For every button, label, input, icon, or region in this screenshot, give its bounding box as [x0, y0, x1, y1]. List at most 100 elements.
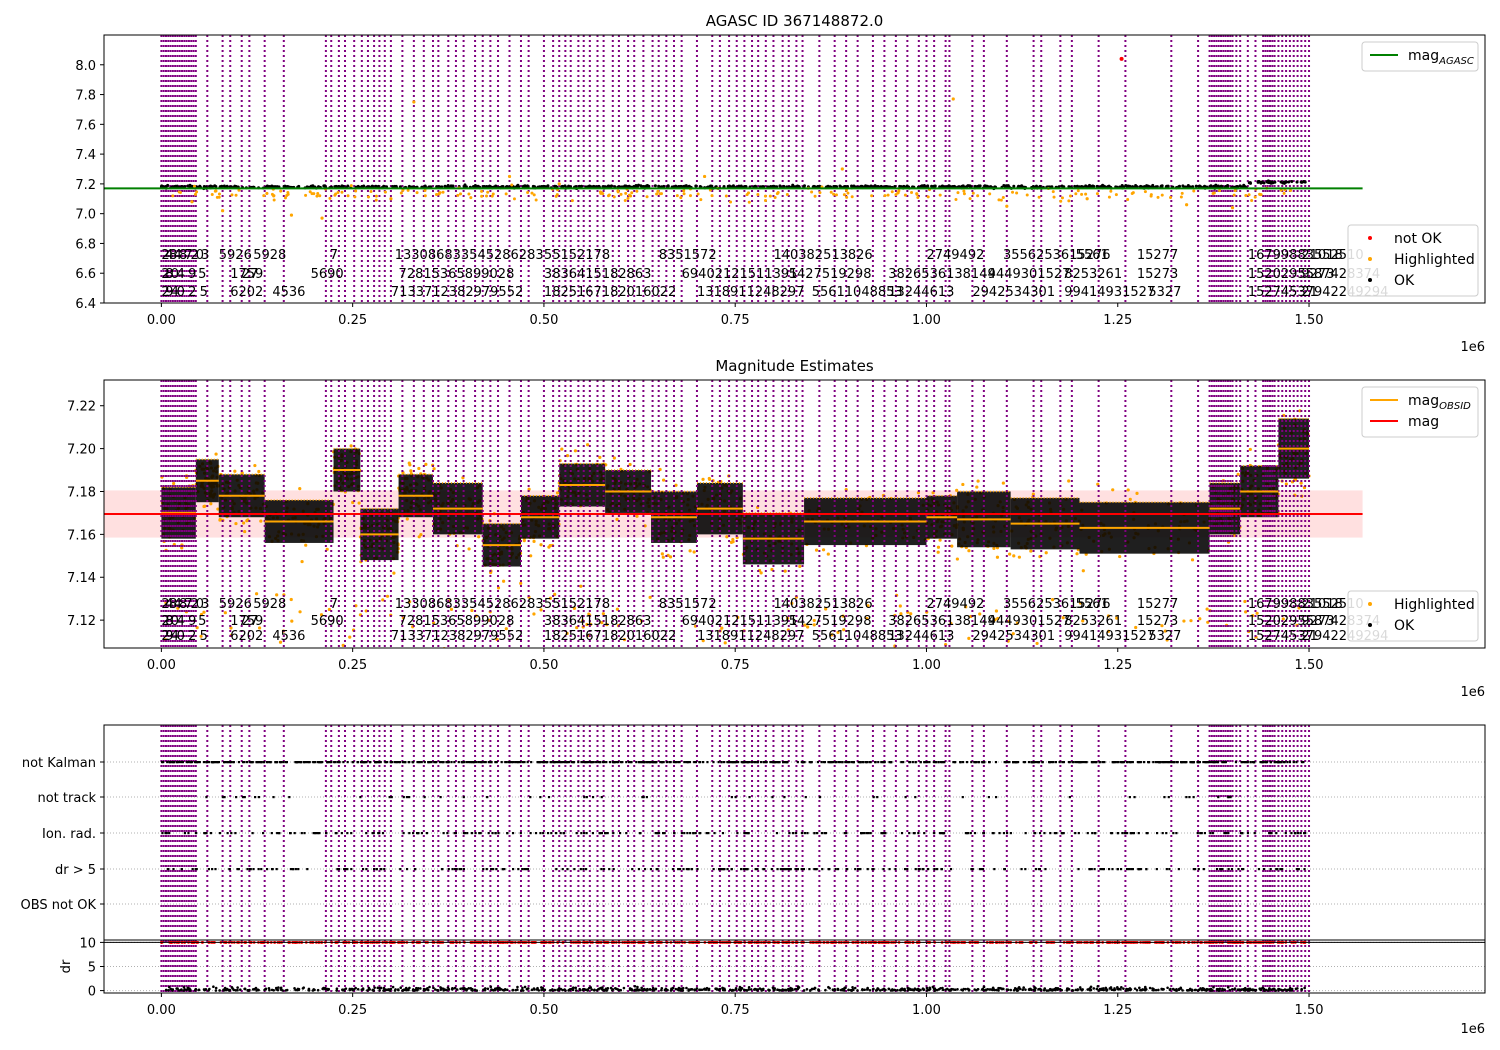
- ok-point: [482, 184, 486, 188]
- flag-point: [706, 761, 709, 764]
- flag-point: [677, 868, 680, 871]
- flag-point: [561, 868, 564, 871]
- highlighted-point: [1095, 192, 1099, 196]
- flag-point: [1219, 868, 1222, 871]
- flag-point: [756, 868, 759, 871]
- flag-point: [1053, 832, 1056, 835]
- flag-point: [314, 761, 317, 764]
- flag-point: [796, 868, 800, 871]
- ok-point: [443, 184, 447, 188]
- ok-point: [1266, 180, 1270, 184]
- flag-point: [205, 761, 209, 764]
- highlighted-point: [954, 198, 958, 202]
- flag-point: [484, 761, 487, 764]
- flag-point: [1239, 832, 1243, 835]
- highlighted-point: [606, 194, 610, 198]
- flag-point: [1276, 868, 1279, 871]
- flag-point: [824, 832, 827, 835]
- flag-point: [685, 761, 688, 764]
- p0-x-tick-label: 0.00: [147, 313, 176, 328]
- flag-point: [970, 868, 973, 871]
- obsid-label: 5561: [1076, 597, 1109, 612]
- chart-title: AGASC ID 367148872.0: [706, 12, 884, 30]
- flag-point: [265, 868, 269, 871]
- highlighted-point: [812, 618, 816, 623]
- highlighted-point: [530, 191, 534, 195]
- flag-point: [599, 761, 602, 764]
- flag-point: [303, 832, 306, 835]
- flag-point: [463, 832, 467, 835]
- obsid-label: 3836415182863: [544, 614, 652, 629]
- flag-point: [894, 868, 897, 871]
- flag-point: [1033, 832, 1036, 835]
- obsid-label: 4536: [272, 629, 305, 644]
- highlighted-point: [484, 194, 488, 198]
- flag-point: [1072, 761, 1075, 764]
- flag-point: [342, 761, 345, 764]
- flag-point: [405, 796, 409, 799]
- flag-point: [480, 761, 483, 764]
- highlighted-point: [648, 595, 652, 599]
- flag-point: [306, 868, 309, 871]
- flag-point: [365, 868, 368, 871]
- flag-point: [1279, 868, 1282, 871]
- flag-point: [1006, 761, 1009, 764]
- obsid-label: 15273: [1137, 614, 1178, 629]
- flag-point: [689, 832, 692, 835]
- flag-point: [926, 761, 929, 764]
- obsid-label: 4: [165, 248, 173, 263]
- obsid-label: 5926: [219, 248, 252, 263]
- highlighted-point: [598, 455, 602, 459]
- highlighted-point: [349, 184, 353, 188]
- flag-point: [519, 761, 522, 764]
- flag-point: [440, 761, 443, 764]
- flag-point: [566, 761, 569, 764]
- highlighted-point: [949, 621, 953, 626]
- highlighted-point: [354, 189, 358, 193]
- flag-point: [1241, 832, 1244, 835]
- obsid-label: 16799883552510: [1248, 597, 1364, 612]
- flag-point: [1196, 832, 1199, 835]
- ok-point: [852, 184, 856, 188]
- flag-point: [591, 832, 595, 835]
- flag-point: [1055, 832, 1058, 835]
- flag-point: [1016, 761, 1020, 764]
- obsid-label: 2942534301: [972, 629, 1055, 644]
- flag-point: [940, 761, 944, 764]
- flag-point: [176, 761, 179, 764]
- flag-point: [526, 868, 530, 871]
- flag-point: [600, 796, 603, 799]
- flag-point: [677, 761, 680, 764]
- highlighted-point: [177, 190, 181, 194]
- obsid-label: 72815365899028: [399, 614, 515, 629]
- legend-label: Highlighted: [1394, 252, 1475, 268]
- flag-point: [765, 761, 768, 764]
- obsid-label: 5: [200, 285, 208, 300]
- flag-point: [562, 832, 565, 835]
- ok-point: [624, 184, 628, 188]
- legend-box: [1361, 41, 1479, 72]
- flag-point: [645, 796, 648, 799]
- highlighted-point: [532, 612, 536, 616]
- ok-point: [1209, 184, 1213, 188]
- p0-y-tick-label: 6.4: [75, 297, 96, 312]
- flag-point: [1265, 761, 1268, 764]
- flag-point: [368, 761, 372, 764]
- flag-point: [1286, 761, 1289, 764]
- highlighted-point: [785, 192, 789, 196]
- obsid-label: 4: [177, 614, 185, 629]
- flag-point: [857, 868, 860, 871]
- flag-point: [904, 796, 907, 799]
- flag-point: [759, 761, 763, 764]
- flag-point: [296, 761, 299, 764]
- flag-point: [867, 832, 870, 835]
- highlighted-point: [504, 192, 508, 196]
- flag-point: [601, 761, 605, 764]
- flag-point: [1283, 761, 1286, 764]
- flag-point: [181, 761, 184, 764]
- flag-point: [1119, 868, 1123, 871]
- ok-point: [563, 184, 567, 188]
- legend-label-subscript: OBSID: [1439, 401, 1471, 412]
- flag-point: [1035, 761, 1038, 764]
- highlighted-point: [437, 192, 441, 196]
